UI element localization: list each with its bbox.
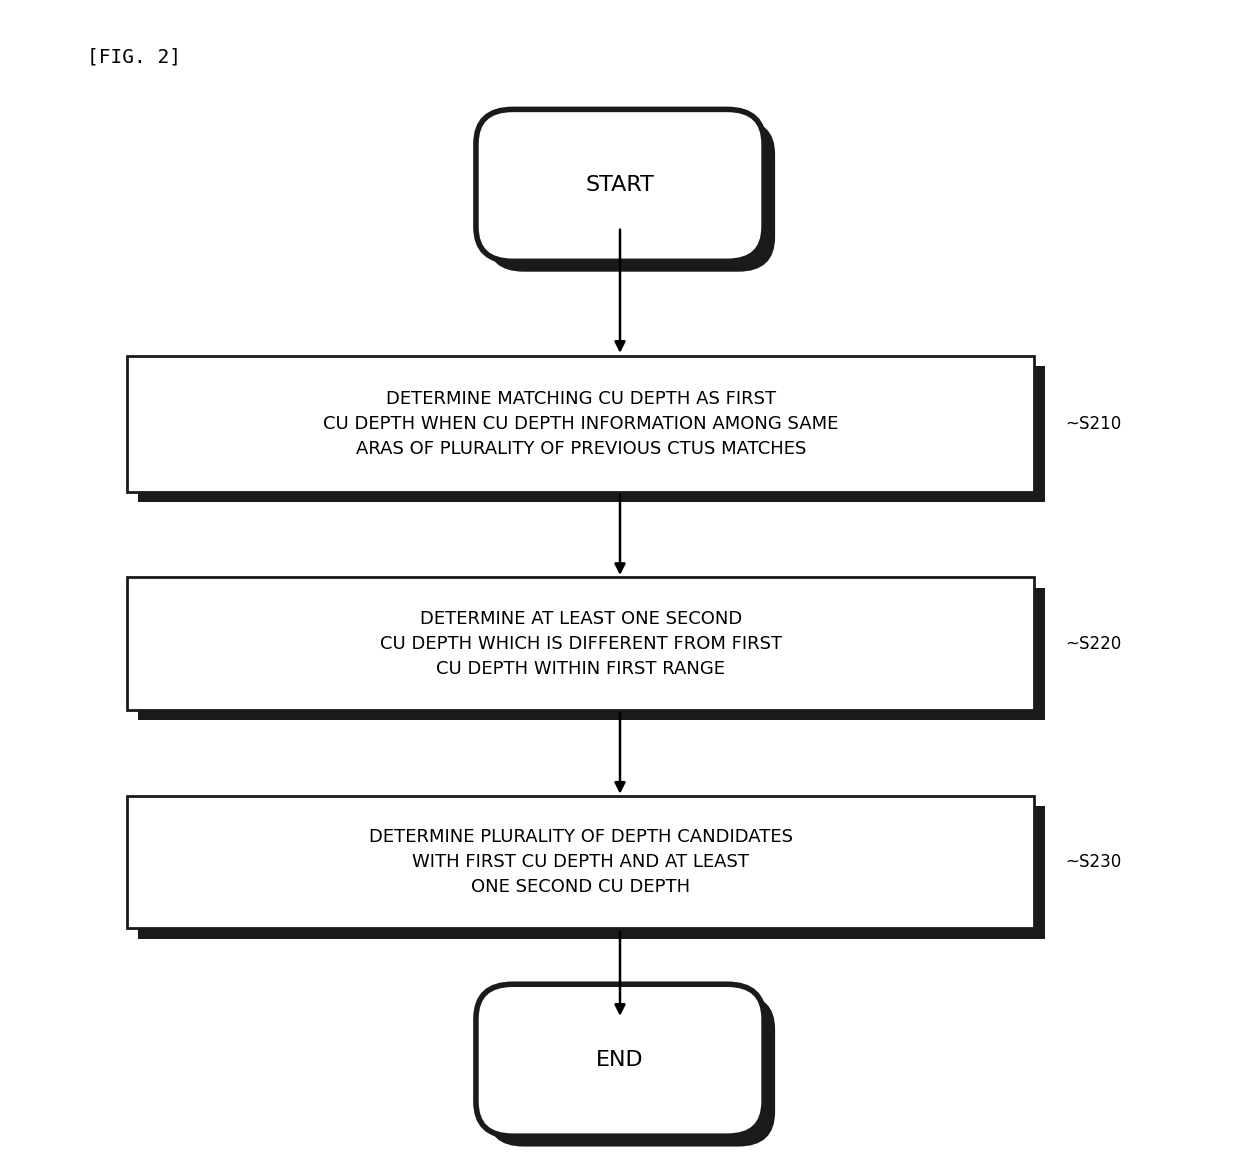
Text: DETERMINE AT LEAST ONE SECOND
CU DEPTH WHICH IS DIFFERENT FROM FIRST
CU DEPTH WI: DETERMINE AT LEAST ONE SECOND CU DEPTH W… — [379, 609, 782, 678]
Bar — [128, 578, 1034, 709]
Bar — [138, 366, 1045, 502]
Text: DETERMINE MATCHING CU DEPTH AS FIRST
CU DEPTH WHEN CU DEPTH INFORMATION AMONG SA: DETERMINE MATCHING CU DEPTH AS FIRST CU … — [324, 389, 838, 458]
FancyBboxPatch shape — [476, 110, 764, 261]
FancyBboxPatch shape — [487, 995, 775, 1146]
Text: END: END — [596, 1050, 644, 1071]
Text: ~S210: ~S210 — [1065, 415, 1121, 432]
Text: DETERMINE PLURALITY OF DEPTH CANDIDATES
WITH FIRST CU DEPTH AND AT LEAST
ONE SEC: DETERMINE PLURALITY OF DEPTH CANDIDATES … — [368, 828, 792, 896]
Text: ~S230: ~S230 — [1065, 853, 1121, 871]
Text: START: START — [585, 176, 655, 196]
FancyBboxPatch shape — [487, 120, 775, 271]
Text: ~S220: ~S220 — [1065, 635, 1121, 652]
Bar — [138, 587, 1045, 720]
Bar — [138, 806, 1045, 939]
Text: [FIG. 2]: [FIG. 2] — [87, 48, 181, 66]
Bar — [128, 355, 1034, 492]
Bar — [128, 796, 1034, 929]
FancyBboxPatch shape — [476, 984, 764, 1136]
